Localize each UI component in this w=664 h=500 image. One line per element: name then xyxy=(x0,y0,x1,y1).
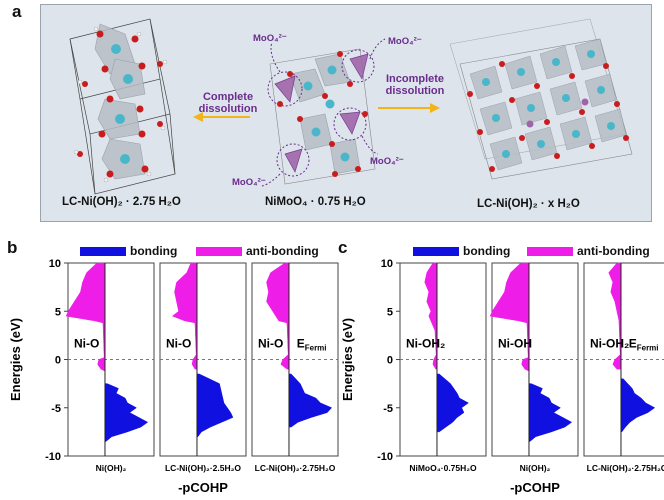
legend-c-bonding-label: bonding xyxy=(463,244,511,258)
panel-b-ytick-label: 5 xyxy=(55,306,61,318)
right-structure-label: LC-Ni(OH)₂ · x H₂O xyxy=(477,198,580,210)
panel-a-letter: a xyxy=(12,2,22,21)
panel-c-letter: c xyxy=(338,238,348,257)
panel-b-anti-bonding-area xyxy=(171,262,198,370)
ion-label-top-right: MoO₄²⁻ xyxy=(388,36,422,47)
panel-c-anti-bonding-area xyxy=(489,262,530,372)
legend-anti-bonding-swatch xyxy=(196,247,242,256)
legend-anti-bonding-label: anti-bonding xyxy=(246,244,319,258)
panel-c-chart: Ni-OH₂ NiMoO₄·0.75H₂O Ni-OH Ni(OH)₂ Ni-OH₂ LC… xyxy=(340,258,664,495)
panel-b-compound-label: LC-Ni(OH)₂·2.5H₂O xyxy=(165,463,241,473)
panel-c-bond-label: Ni-OH₂ xyxy=(590,337,629,351)
right-arrow xyxy=(378,103,440,113)
panel-a-illustration xyxy=(69,18,633,195)
panel-c-compound-label: NiMoO₄·0.75H₂O xyxy=(409,463,477,473)
left-h-atoms xyxy=(73,26,168,183)
panel-b-ytick-label: 0 xyxy=(55,355,61,367)
panel-b-subpanel-3: Ni-O LC-Ni(OH)₂·2.75H₂O xyxy=(251,262,339,473)
panel-c-fermi-label: EFermi xyxy=(629,337,659,353)
center-o-atoms xyxy=(277,51,368,177)
panel-c-subpanel-1: Ni-OH₂ NiMoO₄·0.75H₂O xyxy=(399,262,487,473)
legend-bonding-swatch xyxy=(80,247,126,256)
left-arrow-label-line1: Complete xyxy=(202,91,254,103)
right-arrow-label-line2: dissolution xyxy=(385,85,445,97)
left-structure-label: LC-Ni(OH)₂ · 2.75 H₂O xyxy=(62,196,181,208)
panel-b-letter: b xyxy=(7,238,18,257)
right-arrow-label-line1: Incomplete xyxy=(385,73,445,85)
ion-label-bottom-left: MoO₄²⁻ xyxy=(232,177,266,188)
right-arrow-label: Incomplete dissolution xyxy=(374,73,456,97)
panel-b-compound-label: LC-Ni(OH)₂·2.75H₂O xyxy=(255,463,336,473)
panel-b-anti-bonding-area xyxy=(65,262,106,372)
left-arrow xyxy=(193,112,250,122)
ion-label-top-left: MoO₄²⁻ xyxy=(253,33,287,44)
panel-b-bonding-area xyxy=(288,373,333,428)
panel-b-bonding-area xyxy=(196,373,234,437)
panel-b-ylabel: Energies (eV) xyxy=(8,318,23,401)
right-mo-atoms xyxy=(526,98,589,128)
center-structure-label: NiMoO₄ · 0.75 H₂O xyxy=(265,196,366,208)
ion-label-bottom-right: MoO₄²⁻ xyxy=(370,156,404,167)
right-octahedra xyxy=(469,38,627,171)
center-mo-tetrahedra xyxy=(274,53,369,173)
panel-c-compound-label: LC-Ni(OH)₂·2.75H₂O xyxy=(587,463,664,473)
center-dotted-curves xyxy=(261,38,386,187)
panel-a-figure xyxy=(40,4,652,222)
legend-c-anti-bonding-label: anti-bonding xyxy=(577,244,650,258)
panel-b-bond-label: Ni-O xyxy=(166,337,191,351)
panel-b-compound-label: Ni(OH)₂ xyxy=(96,463,127,473)
panel-b-ytick-label: -5 xyxy=(51,403,61,415)
panel-c-bond-label: Ni-OH₂ xyxy=(406,337,445,351)
panel-c-bonding-area xyxy=(528,383,573,442)
panel-c-ytick-label: 0 xyxy=(387,355,393,367)
left-arrow-label-line2: dissolution xyxy=(198,103,258,115)
panel-c-bonding-area xyxy=(620,378,656,433)
left-ni-atoms xyxy=(111,44,133,164)
panel-c-ytick-label: -10 xyxy=(377,451,393,463)
center-crystal-structure xyxy=(269,48,376,185)
panel-b-subpanel-1: Ni-O Ni(OH)₂ xyxy=(65,262,155,473)
panel-c-subpanel-3: Ni-OH₂ LC-Ni(OH)₂·2.75H₂O xyxy=(583,262,664,473)
panel-c-anti-bonding-area xyxy=(608,262,622,370)
panel-c-subpanel-2: Ni-OH Ni(OH)₂ xyxy=(489,262,579,473)
legend-c-bonding-swatch xyxy=(413,247,459,256)
panel-b-chart: Ni-O Ni(OH)₂ Ni-O LC-Ni(OH)₂·2.5H₂O Ni-O LC-N… xyxy=(8,258,339,495)
panel-c-legend: bonding anti-bonding xyxy=(413,244,653,258)
panel-c-bond-label: Ni-OH xyxy=(498,337,532,351)
panel-b-xlabel: -pCOHP xyxy=(178,480,228,495)
panel-c-bonding-area xyxy=(436,373,469,433)
panel-b-bond-label: Ni-O xyxy=(258,337,283,351)
left-o-atoms xyxy=(77,30,163,178)
panel-c-anti-bonding-area xyxy=(424,262,438,370)
panel-b-legend: bonding anti-bonding xyxy=(80,244,320,258)
center-ni-atoms xyxy=(303,65,350,162)
panel-c-ytick-label: -5 xyxy=(383,403,393,415)
left-arrow-label: Complete dissolution xyxy=(192,91,264,115)
panel-c-ytick-label: 5 xyxy=(387,306,393,318)
right-ni-atoms xyxy=(482,50,615,158)
panel-c-xlabel: -pCOHP xyxy=(510,480,560,495)
right-o-atoms xyxy=(467,61,629,172)
center-dashed-circles xyxy=(267,49,375,177)
panel-c-compound-label: Ni(OH)₂ xyxy=(520,463,551,473)
panel-c-ylabel: Energies (eV) xyxy=(340,318,355,401)
panel-c-ytick-label: 10 xyxy=(381,258,393,270)
panel-b-bonding-area xyxy=(104,383,149,442)
panel-b-subpanel-2: Ni-O LC-Ni(OH)₂·2.5H₂O xyxy=(159,262,247,473)
panel-b-ytick-label: -10 xyxy=(45,451,61,463)
panel-b-ytick-label: 10 xyxy=(49,258,61,270)
panel-b-anti-bonding-area xyxy=(266,262,290,370)
legend-c-anti-bonding-swatch xyxy=(527,247,573,256)
panel-b-fermi-label: EFermi xyxy=(297,337,327,353)
legend-bonding-label: bonding xyxy=(130,244,178,258)
panel-b-bond-label: Ni-O xyxy=(74,337,99,351)
